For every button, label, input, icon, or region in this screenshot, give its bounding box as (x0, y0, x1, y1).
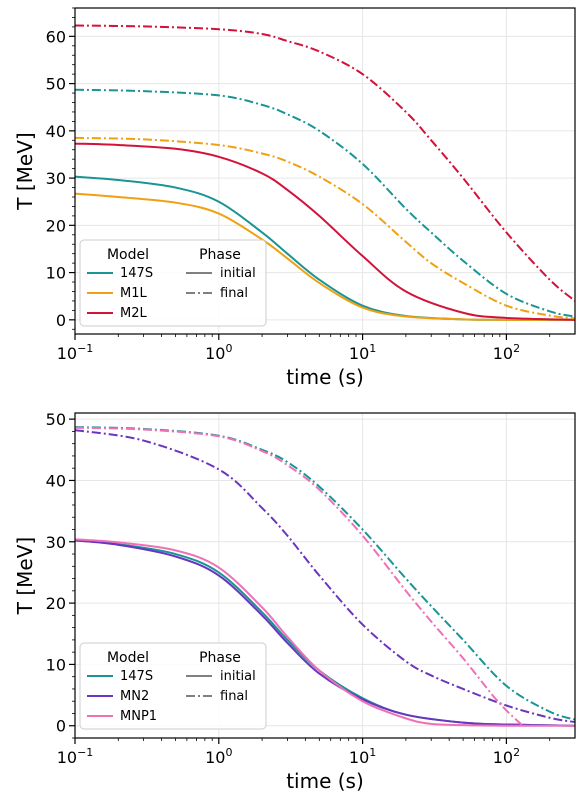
series-line-m2l-final (75, 24, 575, 302)
y-tick-label: 30 (46, 533, 66, 552)
series-line-m2l-initial (75, 142, 575, 321)
x-tick-label: 102 (493, 746, 520, 767)
x-tick-label: 102 (493, 342, 520, 363)
legend-box (79, 642, 267, 730)
series-group (75, 426, 575, 727)
legend-model-title: Model (107, 650, 149, 666)
x-axis-label: time (s) (286, 769, 364, 792)
y-tick-label: 0 (56, 311, 66, 330)
legend-phase-title: Phase (199, 650, 241, 666)
y-tick-label: 20 (46, 216, 66, 235)
plot-frame (74, 7, 576, 335)
y-axis-label: T [MeV] (13, 537, 37, 615)
x-tick-label: 101 (349, 746, 376, 767)
plot-frame (74, 412, 576, 739)
legend-phase-label-final: final (220, 689, 248, 704)
y-tick-label: 50 (46, 75, 66, 94)
legend-label-147s: 147S (120, 266, 153, 281)
legend-label-mnp1: MNP1 (120, 709, 157, 724)
series-line-mnp1-initial (75, 538, 575, 727)
legend-phase-label-initial: initial (220, 669, 256, 684)
y-tick-label: 30 (46, 169, 66, 188)
series-line-147s-final (75, 88, 575, 318)
x-tick-label: 10−1 (57, 746, 94, 767)
legend-phase-label-initial: initial (220, 266, 256, 281)
x-tick-label: 101 (349, 342, 376, 363)
series-group (75, 24, 575, 321)
legend-model-title: Model (107, 247, 149, 263)
legend-label-mn2: MN2 (120, 689, 149, 704)
legend-label-147s: 147S (120, 669, 153, 684)
y-tick-label: 40 (46, 122, 66, 141)
series-line-mn2-initial (75, 539, 575, 727)
legend: Model Phase 147S MN2 MNP1 initial final (79, 642, 267, 730)
y-tick-label: 60 (46, 27, 66, 46)
y-tick-label: 0 (56, 717, 66, 736)
series-line-mnp1-final (75, 426, 524, 727)
x-axis-label: time (s) (286, 365, 364, 389)
legend-label-m2l: M2L (120, 306, 147, 321)
y-axis-label: T [MeV] (13, 132, 37, 210)
series-line-m1l-final (75, 136, 575, 320)
y-tick-label: 10 (46, 655, 66, 674)
x-tick-label: 10−1 (57, 342, 94, 363)
series-line-mn2-final (75, 429, 575, 724)
legend-label-m1l: M1L (120, 286, 147, 301)
legend-phase-title: Phase (199, 247, 241, 263)
legend: Model Phase 147S M1L M2L initial final (79, 239, 267, 327)
y-tick-label: 10 (46, 264, 66, 283)
x-tick-label: 100 (205, 746, 232, 767)
legend-box (79, 239, 267, 327)
y-tick-label: 40 (46, 471, 66, 490)
series-line-m1l-initial (75, 192, 575, 321)
x-tick-label: 100 (205, 342, 232, 363)
y-tick-label: 50 (46, 410, 66, 429)
y-tick-label: 20 (46, 594, 66, 613)
legend-phase-label-final: final (220, 286, 248, 301)
